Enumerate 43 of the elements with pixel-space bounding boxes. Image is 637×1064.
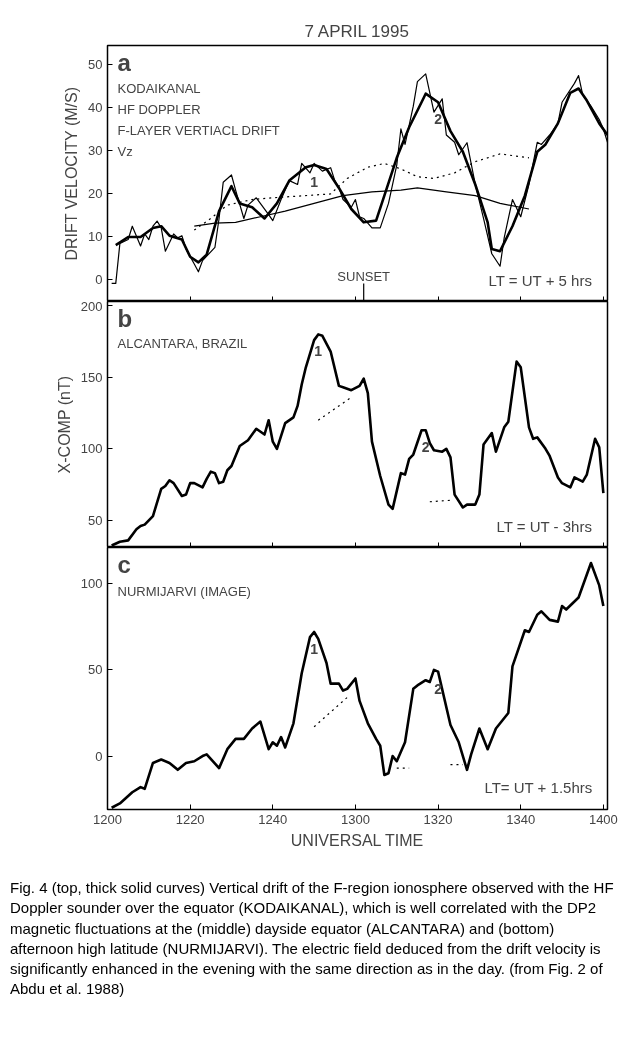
annotation: 1 bbox=[314, 343, 323, 360]
chart-title: 7 APRIL 1995 bbox=[304, 21, 409, 41]
ref-line-label: SUNSET bbox=[337, 268, 391, 284]
annotation: HF DOPPLER bbox=[117, 102, 201, 118]
annotation: 1 bbox=[310, 640, 319, 657]
annotation: ALCANTARA, BRAZIL bbox=[117, 335, 248, 351]
annotation: F-LAYER VERTIACL DRIFT bbox=[117, 123, 280, 139]
annotation: Vz bbox=[117, 144, 133, 160]
y-tick-label: 50 bbox=[88, 512, 103, 528]
y-tick-label: 10 bbox=[88, 228, 103, 244]
y-tick-label: 100 bbox=[80, 441, 103, 457]
y-tick-label: 0 bbox=[95, 271, 103, 287]
y-axis-title: DRIFT VELOCITY (M/S) bbox=[63, 86, 81, 261]
x-tick-label: 1340 bbox=[506, 811, 536, 827]
annotation: NURMIJARVI (IMAGE) bbox=[117, 584, 251, 600]
y-tick-label: 50 bbox=[88, 56, 103, 72]
y-tick-label: 150 bbox=[80, 369, 103, 385]
x-tick-label: 1200 bbox=[93, 811, 122, 827]
annotation: 2 bbox=[421, 439, 430, 456]
y-tick-label: 200 bbox=[80, 298, 103, 314]
x-tick-label: 1320 bbox=[423, 811, 453, 827]
x-tick-label: 1400 bbox=[588, 811, 618, 827]
annotation: 1 bbox=[310, 174, 319, 191]
annotation: KODAIKANAL bbox=[117, 81, 201, 97]
y-tick-label: 0 bbox=[95, 748, 103, 764]
caption: Fig. 4 (top, thick solid curves) Vertical drift of the F-region ionosphere observed with the HF Doppler sounder over the equator (KODAIKANAL), which is well correlated with the DP2 magnetic fluctuations at the (middle) dayside equator (ALCANTARA) and (bottom) afternoon high latitude (NURMIJARVI). The electric field deduced from the drift velocity is significantly enhanced in the evening with the same direction as in the day. (from Fig. 2 of Abdu et al. 1988) bbox=[10, 878, 615, 1000]
x-tick-label: 1220 bbox=[175, 811, 205, 827]
y-tick-label: 40 bbox=[88, 99, 103, 115]
annotation: 2 bbox=[434, 111, 443, 128]
x-tick-label: 1300 bbox=[340, 811, 370, 827]
y-tick-label: 30 bbox=[88, 142, 103, 158]
y-tick-label: 20 bbox=[88, 185, 103, 201]
annotation: b bbox=[117, 305, 133, 333]
annotation: LT= UT + 1.5hrs bbox=[484, 779, 593, 797]
x-tick-label: 1240 bbox=[258, 811, 288, 827]
y-tick-label: 100 bbox=[80, 576, 103, 592]
annotation: a bbox=[117, 49, 132, 77]
y-axis-title: X-COMP (nT) bbox=[55, 375, 73, 474]
y-tick-label: 50 bbox=[88, 662, 103, 678]
x-axis-title: UNIVERSAL TIME bbox=[290, 831, 424, 849]
annotation: c bbox=[117, 551, 131, 579]
annotation: LT = UT - 3hrs bbox=[496, 518, 592, 536]
annotation: LT = UT + 5 hrs bbox=[488, 271, 592, 289]
